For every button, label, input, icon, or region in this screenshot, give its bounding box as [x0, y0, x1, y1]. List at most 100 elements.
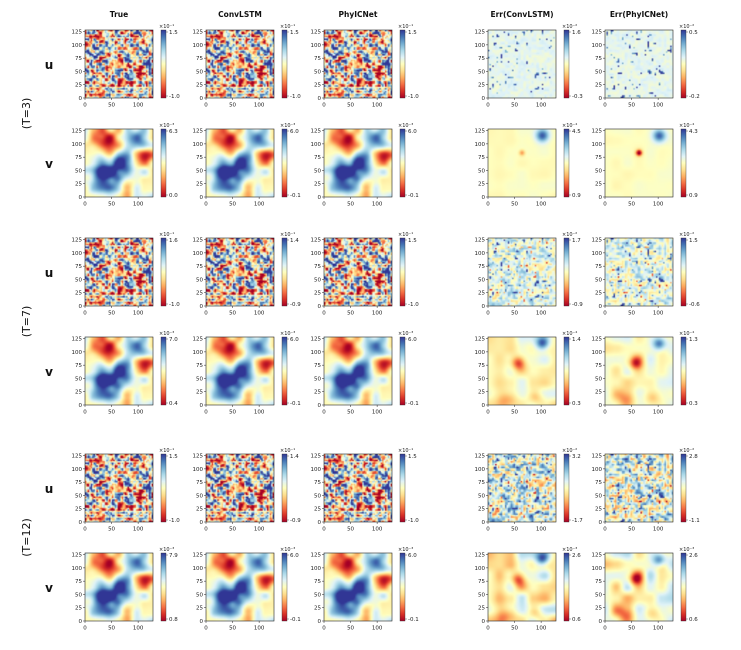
colorbar [399, 237, 406, 307]
x-tick-label: 50 [347, 410, 354, 416]
colorbar [281, 237, 288, 307]
y-tick-label: 75 [478, 480, 485, 486]
y-tick-label: 25 [478, 83, 485, 89]
y-tick-label: 50 [196, 277, 203, 283]
y-tick-label: 0 [318, 304, 322, 310]
y-tick-label: 100 [311, 43, 322, 49]
y-tick-label: 0 [200, 96, 204, 102]
x-tick-label: 100 [254, 626, 265, 632]
y-tick-label: 125 [592, 454, 603, 460]
x-tick-label: 0 [83, 410, 87, 416]
y-tick-label: 100 [72, 142, 83, 148]
colorbar-min-label: -1.0 [408, 94, 419, 100]
y-tick-label: 50 [196, 168, 203, 174]
x-tick-label: 100 [536, 103, 547, 109]
y-tick-label: 25 [196, 606, 203, 612]
colorbar-min-label: 0.9 [689, 193, 698, 199]
y-tick-label: 100 [475, 43, 486, 49]
colorbar-min-label: -0.1 [408, 617, 419, 623]
x-tick-label: 0 [603, 410, 607, 416]
colorbar-min-label: -1.0 [408, 518, 419, 524]
y-tick-label: 75 [196, 363, 203, 369]
y-tick-label: 25 [595, 291, 602, 297]
colorbar [680, 128, 687, 198]
y-tick-label: 25 [75, 83, 82, 89]
colorbar [281, 453, 288, 523]
colorbar-exponent: ×10⁻³ [280, 331, 295, 337]
heatmap-image [324, 553, 392, 621]
group-label: (T=3) [20, 98, 33, 130]
x-tick-label: 100 [536, 626, 547, 632]
y-tick-label: 50 [595, 69, 602, 75]
y-tick-label: 75 [75, 363, 82, 369]
colorbar-exponent: ×10⁻¹ [398, 448, 413, 454]
colorbar-exponent: ×10⁻² [679, 448, 694, 454]
heatmap-panel: 0 50 100 0 25 50 75 100 125 ×10⁻¹1.5 -1.0 [311, 448, 420, 533]
y-tick-label: 75 [75, 579, 82, 585]
y-tick-label: 25 [314, 507, 321, 513]
x-tick-label: 50 [628, 202, 635, 208]
heatmap-image [488, 553, 556, 621]
colorbar [680, 453, 687, 523]
heatmap-image [488, 238, 556, 306]
colorbar-min-label: -0.1 [290, 617, 301, 623]
y-tick-label: 0 [200, 619, 204, 625]
heatmap-image [488, 337, 556, 405]
heatmap-panel: 0 50 100 0 25 50 75 100 125 ×10⁻¹1.6 -1.0 [72, 232, 181, 317]
y-tick-label: 0 [79, 195, 83, 201]
y-tick-label: 0 [318, 195, 322, 201]
colorbar-min-label: 0.0 [169, 193, 178, 199]
colorbar-max-label: 1.4 [290, 238, 299, 244]
y-tick-label: 125 [193, 454, 204, 460]
y-tick-label: 125 [311, 454, 322, 460]
x-tick-label: 100 [133, 527, 144, 533]
y-tick-label: 25 [595, 182, 602, 188]
heatmap-panel: 0 50 100 0 25 50 75 100 125 ×10⁻⁴1.4 0.3 [475, 331, 582, 416]
x-tick-label: 50 [511, 311, 518, 317]
colorbar-max-label: 1.5 [408, 238, 417, 244]
row-var-label: v [45, 581, 53, 595]
y-tick-label: 75 [478, 579, 485, 585]
y-tick-label: 50 [478, 168, 485, 174]
y-tick-label: 0 [318, 403, 322, 409]
x-tick-label: 0 [486, 103, 490, 109]
x-tick-label: 0 [603, 202, 607, 208]
colorbar [160, 453, 167, 523]
y-tick-label: 50 [595, 493, 602, 499]
heatmap-image [85, 454, 153, 522]
row-var-label: u [45, 266, 54, 280]
heatmap-panel: 0 50 100 0 25 50 75 100 125 ×10⁻³6.0 -0.1 [311, 123, 419, 208]
y-tick-label: 100 [592, 43, 603, 49]
y-tick-label: 75 [478, 363, 485, 369]
y-tick-label: 25 [478, 182, 485, 188]
colorbar-max-label: 1.5 [169, 30, 178, 36]
y-tick-label: 75 [314, 264, 321, 270]
x-tick-label: 0 [204, 202, 208, 208]
y-tick-label: 25 [478, 291, 485, 297]
x-tick-label: 0 [204, 410, 208, 416]
panel-frame [487, 453, 557, 523]
x-tick-label: 50 [347, 103, 354, 109]
heatmap-panel: 0 50 100 0 25 50 75 100 125 ×10⁻³6.0 -0.1 [193, 123, 301, 208]
colorbar-exponent: ×10⁻³ [159, 123, 174, 129]
panel-frame [205, 128, 275, 198]
heatmap-panel: 0 50 100 0 25 50 75 100 125 ×10⁻²1.7 -0.9 [475, 232, 584, 317]
heatmap-panel: 0 50 100 0 25 50 75 100 125 ×10⁻¹1.5 -1.0 [72, 24, 181, 109]
panel-frame [323, 453, 393, 523]
colorbar-exponent: ×10⁻² [679, 24, 694, 30]
x-tick-label: 100 [536, 202, 547, 208]
y-tick-label: 75 [314, 579, 321, 585]
colorbar-max-label: 6.0 [290, 129, 299, 135]
y-tick-label: 100 [311, 142, 322, 148]
y-tick-label: 0 [200, 195, 204, 201]
heatmap-image [206, 30, 274, 98]
y-tick-label: 25 [75, 606, 82, 612]
panel-frame [487, 336, 557, 406]
y-tick-label: 0 [599, 304, 603, 310]
colorbar-max-label: 6.0 [408, 553, 417, 559]
y-tick-label: 75 [196, 155, 203, 161]
colorbar-exponent: ×10⁻² [562, 232, 577, 238]
y-tick-label: 75 [196, 264, 203, 270]
y-tick-label: 0 [482, 619, 486, 625]
y-tick-label: 50 [75, 376, 82, 382]
